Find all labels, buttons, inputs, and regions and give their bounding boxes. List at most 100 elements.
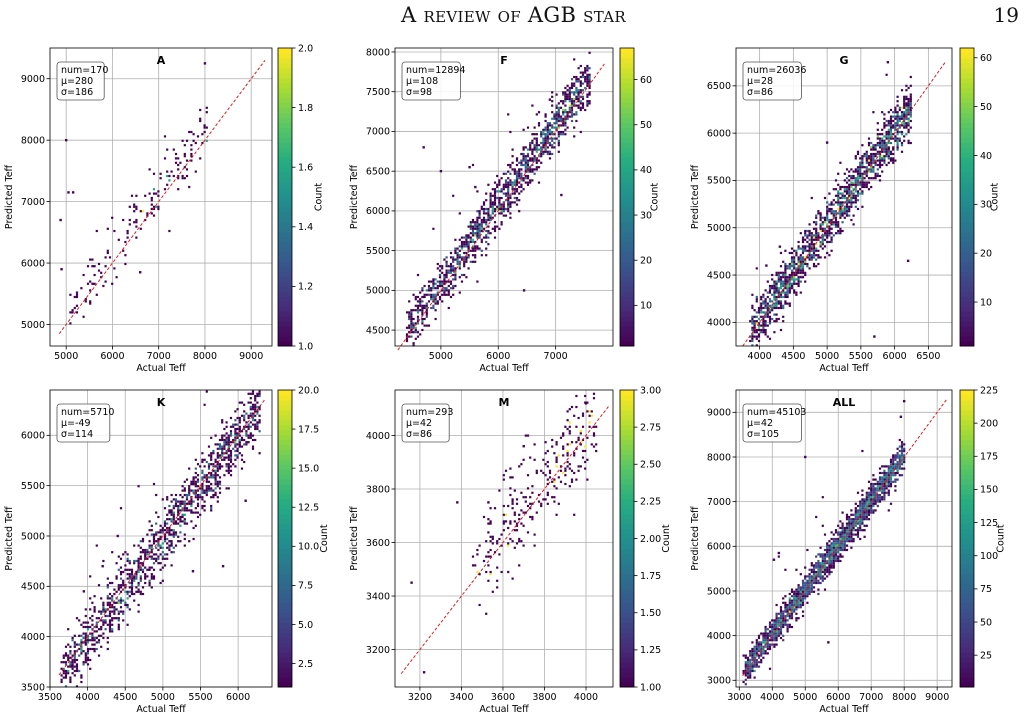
density-cell <box>878 155 882 158</box>
density-cell <box>773 628 776 631</box>
density-cell <box>815 221 818 224</box>
density-cell <box>826 548 829 552</box>
density-cell <box>562 93 565 96</box>
density-cell <box>892 463 895 466</box>
density-cell <box>148 192 151 195</box>
colorbar-segment <box>278 597 292 604</box>
density-cell <box>766 280 769 283</box>
density-cell <box>146 553 149 556</box>
density-cell <box>898 108 901 112</box>
density-cell <box>155 493 158 497</box>
density-cell <box>568 106 571 109</box>
density-cell <box>564 474 567 477</box>
density-cell <box>819 218 822 222</box>
density-cell <box>75 663 79 666</box>
density-cell <box>900 106 904 109</box>
density-cell <box>82 632 85 635</box>
density-cell <box>161 531 164 534</box>
density-cell <box>234 430 237 433</box>
density-cell <box>555 104 558 107</box>
density-cell <box>586 84 589 87</box>
density-cell <box>412 322 415 325</box>
density-cell <box>232 463 235 466</box>
density-cell <box>894 474 897 477</box>
density-cell <box>771 634 774 637</box>
density-cell <box>229 441 233 444</box>
density-cell <box>766 311 769 314</box>
density-cell <box>126 559 129 563</box>
colorbar-segment <box>620 291 634 297</box>
density-cell <box>887 480 890 483</box>
density-cell <box>773 304 776 307</box>
density-cell <box>828 254 831 257</box>
density-cell <box>69 676 72 679</box>
density-cell <box>876 482 879 486</box>
density-cell <box>755 295 758 299</box>
density-cell <box>225 421 228 424</box>
density-cell <box>159 568 162 571</box>
density-cell <box>458 291 461 294</box>
density-cell <box>812 579 816 582</box>
density-cell <box>130 570 134 574</box>
density-cell <box>557 126 560 129</box>
density-cell <box>86 282 90 285</box>
density-cell <box>854 509 857 512</box>
density-cell <box>905 84 908 87</box>
density-cell <box>863 515 866 519</box>
colorbar-segment <box>278 231 292 238</box>
outlier-point <box>804 455 807 459</box>
density-cell <box>872 511 875 514</box>
density-cell <box>172 529 175 532</box>
density-cell <box>801 251 805 255</box>
density-cell <box>568 421 571 424</box>
density-cell <box>89 667 92 670</box>
density-cell <box>883 146 886 149</box>
density-cell <box>570 82 574 85</box>
colorbar-segment <box>278 172 292 178</box>
density-cell <box>108 625 112 629</box>
density-cell <box>779 302 783 305</box>
colorbar-segment <box>278 592 292 599</box>
density-cell <box>784 623 787 626</box>
density-cell <box>828 210 831 213</box>
density-cell <box>762 320 765 323</box>
density-cell <box>75 685 79 688</box>
density-cell <box>559 115 563 118</box>
density-cell <box>126 573 129 576</box>
density-cell <box>89 647 92 651</box>
colorbar-segment <box>620 558 634 564</box>
density-cell <box>157 562 160 565</box>
density-cell <box>423 324 426 327</box>
density-cell <box>812 254 816 257</box>
colorbar-segment <box>278 588 292 594</box>
density-cell <box>509 522 512 525</box>
x-tick-label: 8000 <box>193 351 217 362</box>
density-cell <box>883 471 886 475</box>
density-cell <box>900 113 904 116</box>
colorbar-segment <box>620 276 634 282</box>
density-cell <box>859 192 862 195</box>
density-cell <box>69 665 72 668</box>
density-cell <box>157 542 160 545</box>
density-cell <box>797 260 800 263</box>
density-cell <box>419 304 422 307</box>
density-cell <box>590 443 593 446</box>
density-cell <box>819 229 822 233</box>
density-cell <box>423 293 426 296</box>
density-cell <box>757 643 761 646</box>
density-cell <box>471 555 475 558</box>
density-cell <box>185 509 189 512</box>
density-cell <box>797 276 800 279</box>
density-cell <box>905 124 908 127</box>
density-cell <box>887 474 890 477</box>
density-cell <box>445 273 448 277</box>
density-cell <box>183 502 186 505</box>
density-cell <box>815 214 818 217</box>
density-cell <box>471 564 475 567</box>
density-cell <box>795 595 798 598</box>
density-cell <box>903 443 906 446</box>
density-cell <box>509 179 512 182</box>
density-cell <box>489 232 492 235</box>
density-cell <box>243 443 246 446</box>
density-cell <box>163 507 167 510</box>
